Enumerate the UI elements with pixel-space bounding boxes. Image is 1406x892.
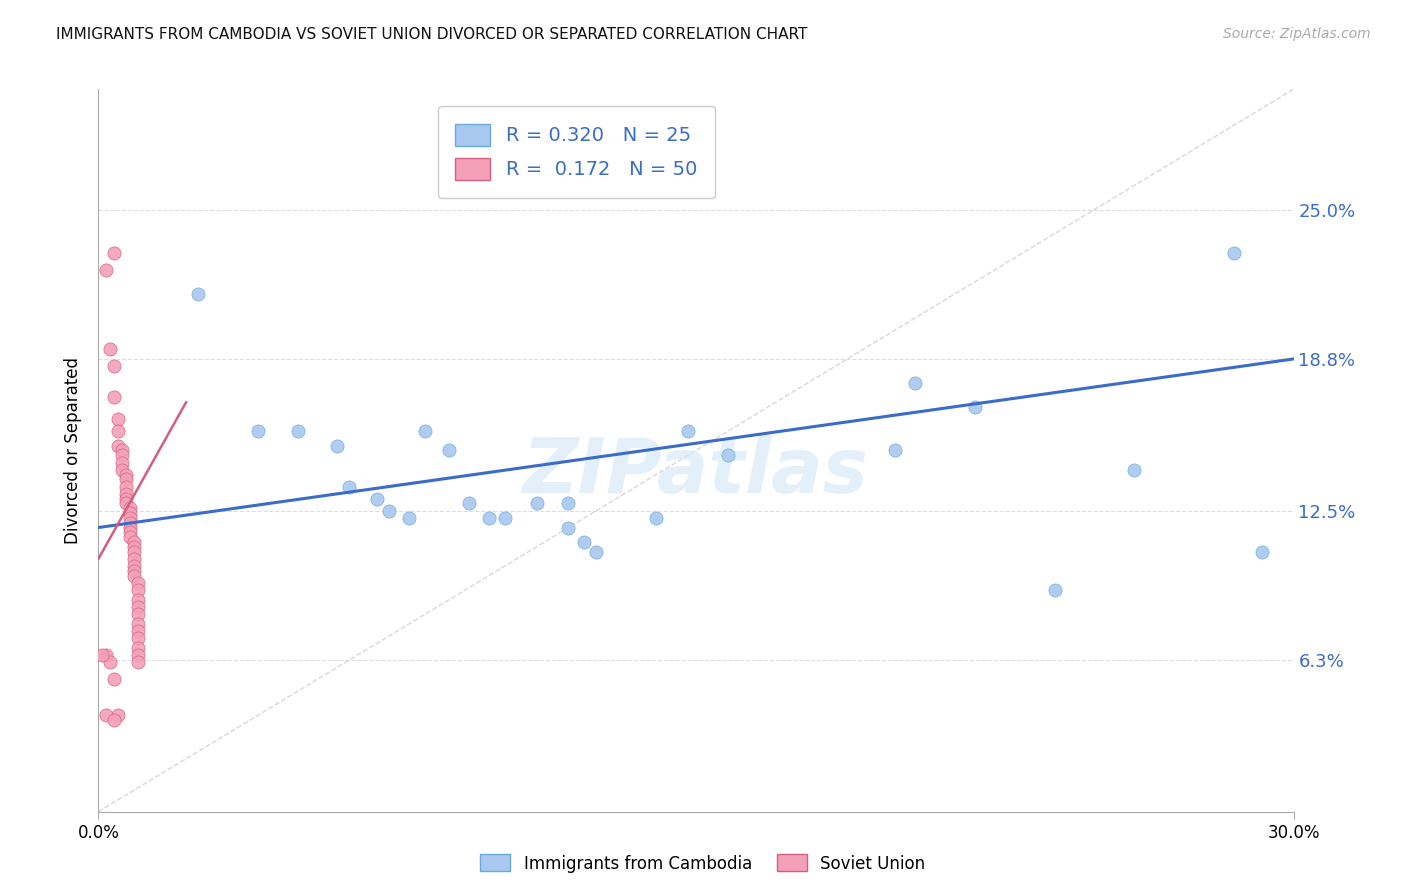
Point xyxy=(904,376,927,390)
Point xyxy=(120,501,142,516)
Point xyxy=(326,439,349,453)
Point xyxy=(103,673,125,687)
Point xyxy=(115,467,138,482)
Point xyxy=(127,640,149,655)
Point xyxy=(120,530,142,544)
Point xyxy=(437,443,460,458)
Point xyxy=(98,656,122,670)
Point xyxy=(115,487,138,501)
Text: ZIPatlas: ZIPatlas xyxy=(523,435,869,509)
Text: IMMIGRANTS FROM CAMBODIA VS SOVIET UNION DIVORCED OR SEPARATED CORRELATION CHART: IMMIGRANTS FROM CAMBODIA VS SOVIET UNION… xyxy=(56,27,807,42)
Point xyxy=(124,551,146,566)
Point xyxy=(458,496,481,510)
Point xyxy=(339,480,361,494)
Point xyxy=(127,592,149,607)
Point xyxy=(557,520,579,534)
Point xyxy=(124,535,146,549)
Point xyxy=(111,463,134,477)
Point xyxy=(120,511,142,525)
Point xyxy=(526,496,548,510)
Point xyxy=(127,648,149,662)
Point xyxy=(963,400,986,414)
Point xyxy=(478,511,501,525)
Point xyxy=(413,424,436,438)
Point xyxy=(127,607,149,622)
Point xyxy=(98,343,122,357)
Point xyxy=(120,506,142,520)
Point xyxy=(91,648,114,662)
Point xyxy=(124,564,146,578)
Point xyxy=(115,472,138,486)
Point xyxy=(120,525,142,540)
Point xyxy=(884,443,907,458)
Point xyxy=(107,708,129,723)
Point xyxy=(645,511,668,525)
Point xyxy=(398,511,420,525)
Point xyxy=(124,540,146,554)
Point xyxy=(585,544,607,558)
Point xyxy=(115,491,138,506)
Point xyxy=(127,599,149,614)
Point xyxy=(187,286,209,301)
Point xyxy=(111,455,134,469)
Point xyxy=(574,535,596,549)
Y-axis label: Divorced or Separated: Divorced or Separated xyxy=(65,357,83,544)
Point xyxy=(111,443,134,458)
Point xyxy=(287,424,309,438)
Point xyxy=(96,708,118,723)
Point xyxy=(1250,544,1272,558)
Point xyxy=(120,520,142,534)
Point xyxy=(111,448,134,462)
Point xyxy=(1123,463,1146,477)
Point xyxy=(103,713,125,727)
Point xyxy=(107,439,129,453)
Point xyxy=(717,448,740,462)
Point xyxy=(676,424,699,438)
Point xyxy=(1043,583,1066,598)
Point xyxy=(115,496,138,510)
Point xyxy=(103,246,125,260)
Point xyxy=(127,632,149,646)
Point xyxy=(107,424,129,438)
Legend: Immigrants from Cambodia, Soviet Union: Immigrants from Cambodia, Soviet Union xyxy=(474,847,932,880)
Point xyxy=(378,503,401,517)
Legend: R = 0.320   N = 25, R =  0.172   N = 50: R = 0.320 N = 25, R = 0.172 N = 50 xyxy=(439,106,714,198)
Point xyxy=(127,656,149,670)
Point xyxy=(557,496,579,510)
Point xyxy=(127,624,149,639)
Point xyxy=(96,648,118,662)
Point xyxy=(103,359,125,373)
Point xyxy=(124,559,146,574)
Point xyxy=(124,544,146,558)
Point xyxy=(1223,246,1246,260)
Point xyxy=(120,516,142,530)
Point xyxy=(127,576,149,591)
Point xyxy=(127,583,149,598)
Point xyxy=(124,568,146,582)
Point xyxy=(96,262,118,277)
Point xyxy=(366,491,388,506)
Text: Source: ZipAtlas.com: Source: ZipAtlas.com xyxy=(1223,27,1371,41)
Point xyxy=(494,511,516,525)
Point xyxy=(107,412,129,426)
Point xyxy=(115,480,138,494)
Point xyxy=(246,424,269,438)
Point xyxy=(127,616,149,631)
Point xyxy=(103,391,125,405)
